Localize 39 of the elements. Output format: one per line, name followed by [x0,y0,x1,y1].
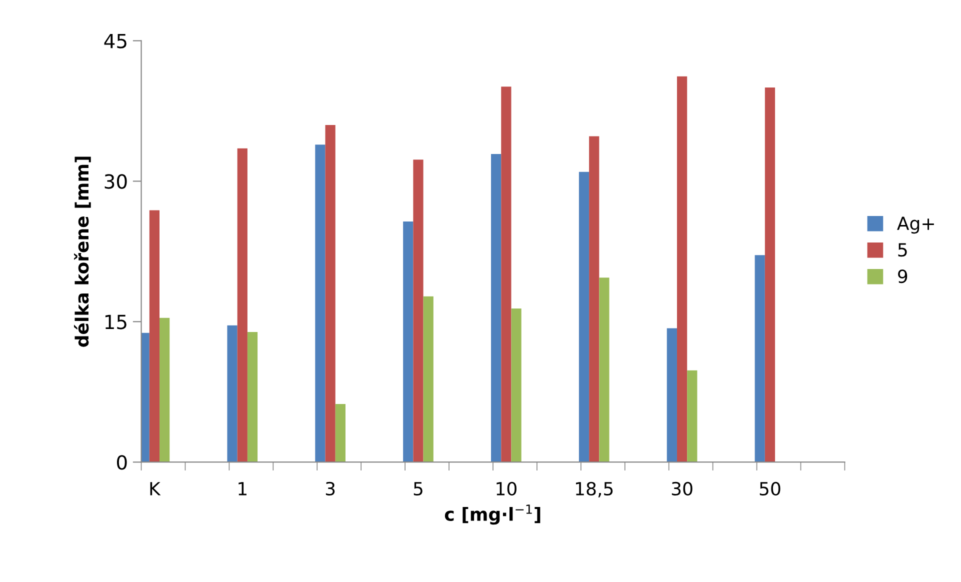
bar [764,88,776,462]
bar [403,221,414,462]
x-tick-label: 50 [760,482,780,496]
bar [160,318,170,462]
bar [247,332,258,462]
y-tick-label: 45 [104,34,126,48]
bar [315,144,326,462]
y-tick-label: 15 [105,314,126,330]
bar [237,148,248,462]
bar [227,325,238,462]
bar [423,296,434,462]
x-tick-label: 1 [238,482,246,496]
bar [335,404,346,462]
x-axis-title: c [mg·l$^{−1}$] [444,504,540,525]
y-tick-label: 30 [104,174,127,189]
bar [578,172,590,462]
bar [511,308,522,462]
bar [501,86,512,462]
x-tick-label: K [150,482,161,496]
bar [589,136,600,462]
legend-label: 9 [898,270,908,284]
bar [491,154,502,462]
bar [599,278,610,462]
legend-label: Ag+ [897,216,934,234]
x-tick-label: 3 [326,482,335,496]
bar [325,125,336,462]
bar [676,76,688,462]
x-tick-label: 18,5 [576,482,613,498]
legend-label: 5 [898,243,907,257]
bar [149,210,160,462]
bar [687,370,698,462]
bar [413,160,424,462]
y-axis-title: délka kořene [mm] [74,156,91,347]
y-tick-label: 0 [116,455,127,470]
bar [754,255,765,462]
bar [666,328,677,462]
x-tick-label: 10 [496,482,516,496]
x-tick-label: 5 [414,482,422,496]
x-tick-label: 30 [672,482,692,496]
